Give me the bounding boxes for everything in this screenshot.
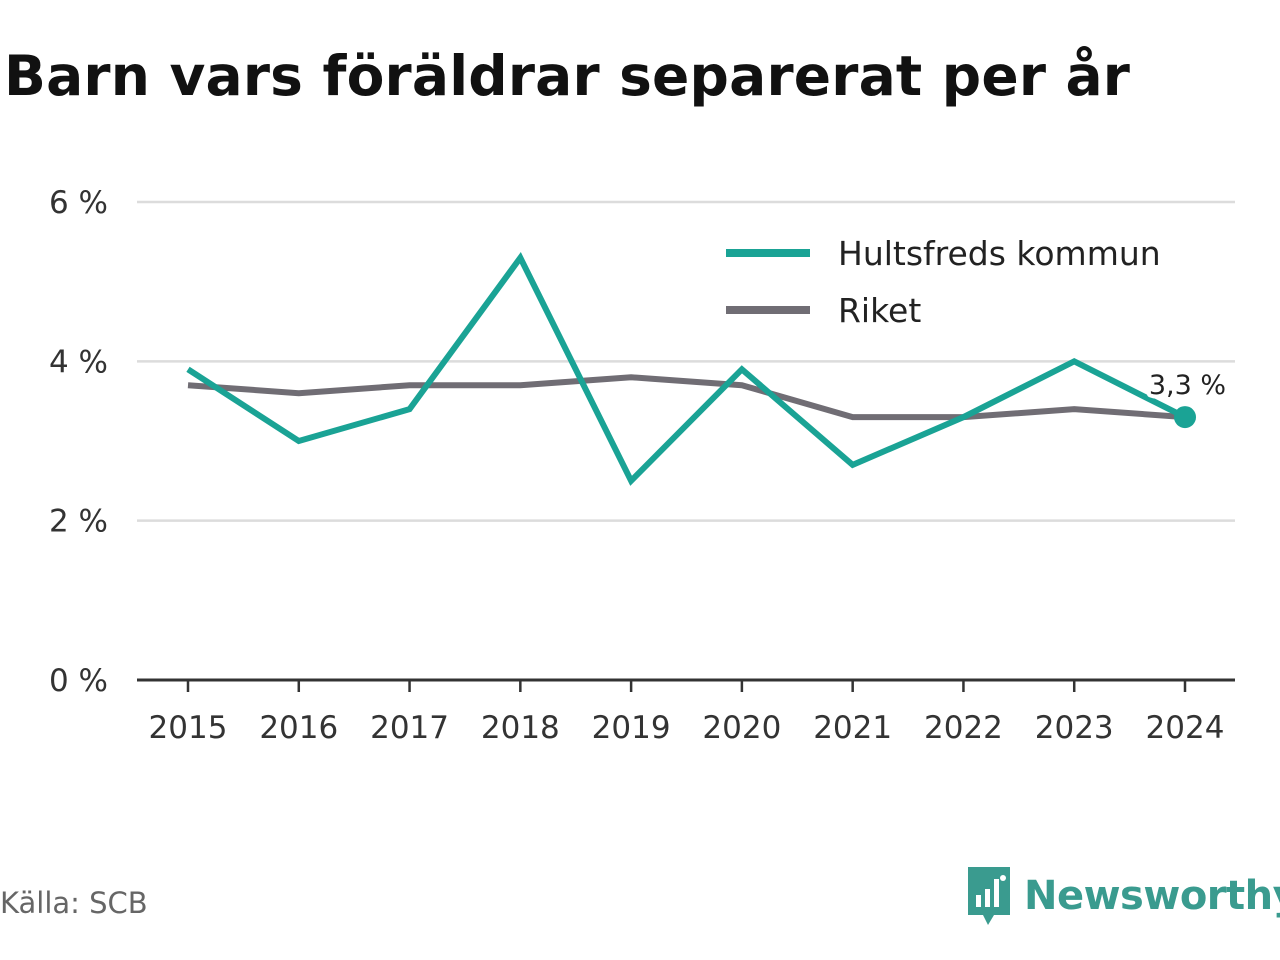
y-tick-label: 2 % bbox=[49, 504, 108, 540]
axes: 0 % 2 % 4 % 6 % 2015 2016 2017 2018 2019 2020 2021… bbox=[49, 185, 1235, 746]
x-tick-label: 2024 bbox=[1146, 710, 1225, 746]
x-tick-label: 2018 bbox=[481, 710, 560, 746]
grid-lines bbox=[137, 200, 1235, 522]
series-line-hultsfred bbox=[186, 252, 1187, 486]
brand-name: Newsworthy bbox=[1024, 873, 1280, 919]
x-tick-label: 2023 bbox=[1035, 710, 1114, 746]
x-tick-label: 2016 bbox=[259, 710, 338, 746]
x-tick-label: 2017 bbox=[370, 710, 449, 746]
legend-label: Hultsfreds kommun bbox=[838, 234, 1161, 273]
x-tick-label: 2019 bbox=[592, 710, 671, 746]
series-lines bbox=[186, 252, 1196, 486]
y-tick-label: 6 % bbox=[49, 185, 108, 221]
chart-title: Barn vars föräldrar separerat per år bbox=[4, 44, 1131, 108]
series-line-riket bbox=[187, 374, 1186, 421]
annotations: 3,3 %3,3 % bbox=[1145, 366, 1230, 405]
end-value-label-halo: 3,3 % bbox=[1149, 370, 1226, 401]
x-tick-label: 2015 bbox=[149, 710, 228, 746]
source-label: Källa: SCB bbox=[0, 886, 148, 920]
end-point-marker bbox=[1174, 406, 1196, 429]
x-tick-label: 2021 bbox=[813, 710, 892, 746]
brand-logo: Newsworthy bbox=[964, 864, 1280, 928]
y-tick-label: 4 % bbox=[49, 344, 108, 380]
y-tick-label: 0 % bbox=[49, 663, 108, 699]
end-value-label: 3,3 % bbox=[1149, 370, 1226, 401]
x-tick-label: 2020 bbox=[702, 710, 781, 746]
legend: Hultsfreds kommun Riket bbox=[726, 234, 1161, 330]
newsworthy-logo-icon bbox=[968, 867, 1010, 925]
x-tick-label: 2022 bbox=[924, 710, 1003, 746]
legend-label: Riket bbox=[838, 291, 921, 330]
